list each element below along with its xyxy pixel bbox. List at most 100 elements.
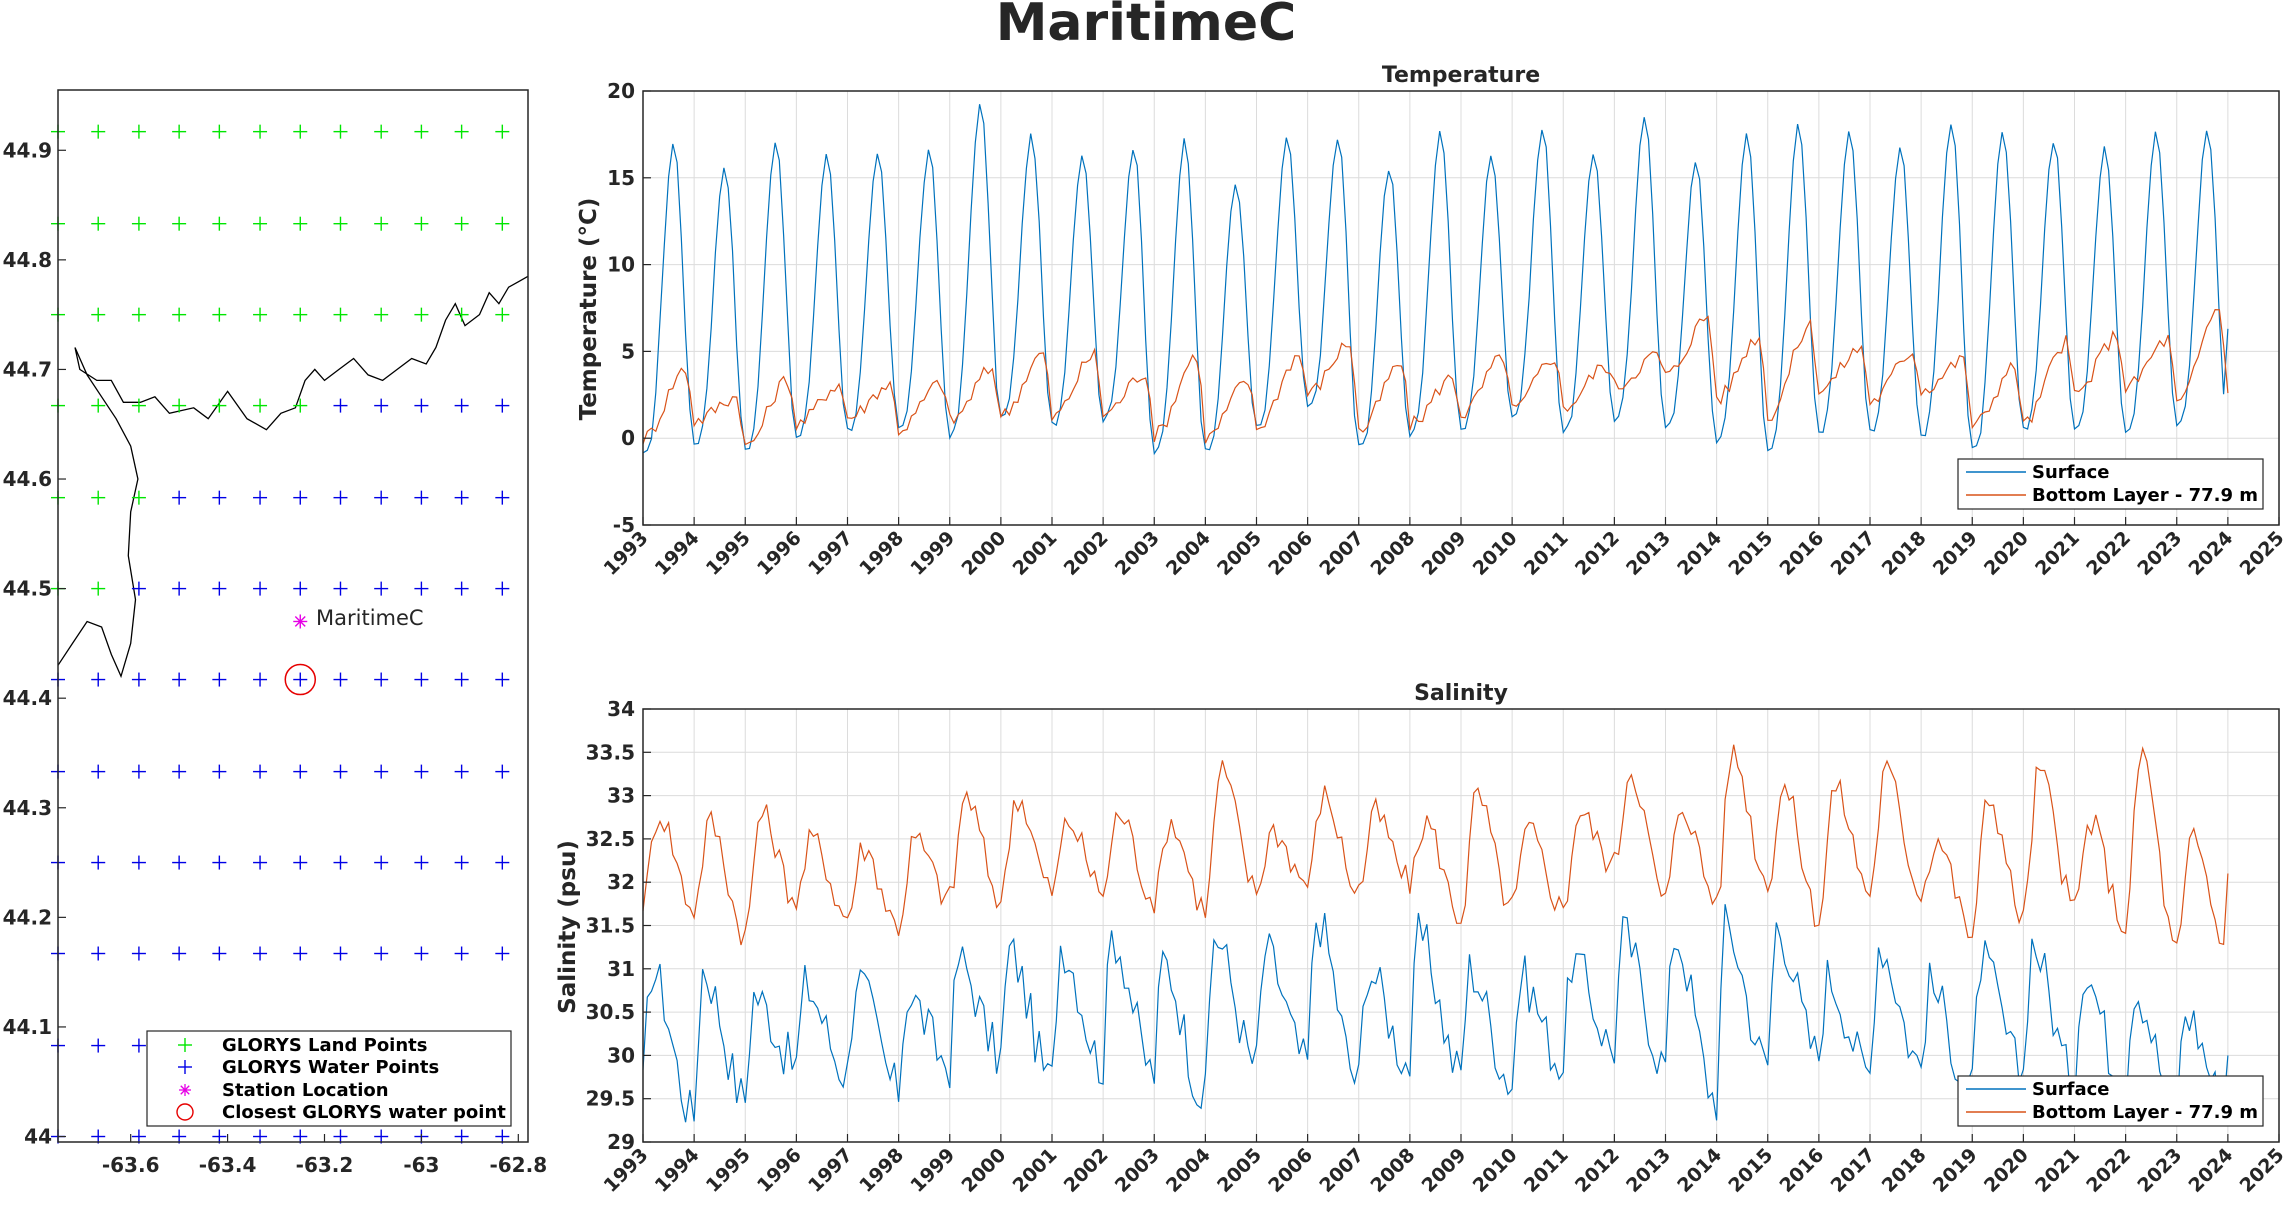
land-point-marker <box>91 398 106 413</box>
land-point-marker <box>454 216 469 231</box>
land-point-marker <box>293 216 308 231</box>
water-point-marker <box>212 946 227 961</box>
water-point-marker <box>495 855 510 870</box>
x-tick-label: 2010 <box>1469 1144 1522 1197</box>
land-point-marker <box>172 307 187 322</box>
land-point-marker <box>374 307 389 322</box>
series-line <box>642 744 2229 946</box>
land-point-marker <box>212 398 227 413</box>
x-tick-label: 1998 <box>855 527 908 580</box>
salinity-legend-surface: Surface <box>2032 1079 2110 1100</box>
water-point-marker <box>374 855 389 870</box>
x-tick-label: 2008 <box>1366 1144 1419 1197</box>
land-point-marker <box>131 124 146 139</box>
land-point-marker <box>333 124 348 139</box>
water-point-marker <box>414 398 429 413</box>
x-tick-label: 2005 <box>1213 527 1266 580</box>
x-tick-label: 2020 <box>1980 527 2033 580</box>
map-x-tick-label: -63.2 <box>296 1153 354 1177</box>
water-point-marker <box>454 946 469 961</box>
x-tick-label: 2000 <box>957 1144 1010 1197</box>
water-point-marker <box>333 581 348 596</box>
water-point-marker <box>172 581 187 596</box>
y-tick-label: 32 <box>607 870 635 894</box>
x-tick-label: 2004 <box>1162 1144 1215 1197</box>
water-point-marker <box>333 946 348 961</box>
water-point-marker <box>293 490 308 505</box>
water-point-marker <box>454 490 469 505</box>
x-tick-label: 2021 <box>2031 527 2084 580</box>
x-tick-label: 2014 <box>1673 1144 1726 1197</box>
temperature-legend-bottom: Bottom Layer - 77.9 m <box>2032 485 2258 506</box>
closest-point-circle <box>284 663 317 696</box>
x-tick-label: 2015 <box>1724 527 1777 580</box>
land-point-marker <box>91 490 106 505</box>
map-y-tick-label: 44.8 <box>3 248 52 272</box>
salinity-series <box>642 744 2229 1123</box>
map-y-tick-label: 44.4 <box>3 686 52 710</box>
y-tick-label: 29.5 <box>586 1087 635 1111</box>
map-legend-land: GLORYS Land Points <box>222 1035 428 1056</box>
land-point-marker <box>333 216 348 231</box>
land-point-marker <box>293 124 308 139</box>
x-tick-label: 2020 <box>1980 1144 2033 1197</box>
water-point-marker <box>131 672 146 687</box>
water-point-marker <box>172 490 187 505</box>
land-point-marker <box>172 124 187 139</box>
water-point-marker <box>172 1129 187 1144</box>
water-point-marker <box>374 946 389 961</box>
water-point-marker <box>212 764 227 779</box>
x-tick-label: 2017 <box>1827 527 1880 580</box>
x-tick-label: 1999 <box>906 527 959 580</box>
water-point-marker <box>91 672 106 687</box>
water-point-marker <box>333 764 348 779</box>
water-point-marker <box>253 672 268 687</box>
land-point-marker <box>91 216 106 231</box>
land-point-marker <box>253 307 268 322</box>
water-point-icon <box>178 1060 192 1074</box>
water-point-marker <box>495 672 510 687</box>
y-tick-label: 15 <box>607 166 635 190</box>
water-point-marker <box>374 398 389 413</box>
y-tick-label: 32.5 <box>586 827 635 851</box>
y-tick-label: 33.5 <box>586 740 635 764</box>
water-point-marker <box>414 764 429 779</box>
water-point-marker <box>91 946 106 961</box>
water-point-marker <box>253 946 268 961</box>
land-point-marker <box>172 398 187 413</box>
land-point-marker <box>454 307 469 322</box>
land-point-marker <box>414 307 429 322</box>
water-point-marker <box>91 1129 106 1144</box>
salinity-legend-bottom: Bottom Layer - 77.9 m <box>2032 1102 2258 1123</box>
land-point-marker <box>91 124 106 139</box>
water-point-marker <box>293 855 308 870</box>
water-point-marker <box>414 581 429 596</box>
station-star-icon <box>179 1084 191 1096</box>
map-x-tick-label: -62.8 <box>489 1153 547 1177</box>
x-tick-label: 2024 <box>2184 1144 2237 1197</box>
land-point-marker <box>374 216 389 231</box>
water-point-marker <box>454 1129 469 1144</box>
water-point-marker <box>253 1129 268 1144</box>
water-point-marker <box>374 490 389 505</box>
temperature-y-ticks: -5 0 5 10 15 20 <box>607 79 651 537</box>
water-point-marker <box>131 581 146 596</box>
x-tick-label: 1997 <box>804 1144 857 1197</box>
x-tick-label: 2009 <box>1418 1144 1471 1197</box>
x-tick-label: 2013 <box>1622 1144 1675 1197</box>
water-point-marker <box>253 581 268 596</box>
water-point-marker <box>131 1038 146 1053</box>
x-tick-label: 2016 <box>1775 1144 1828 1197</box>
x-tick-label: 2003 <box>1111 1144 1164 1197</box>
water-point-marker <box>333 855 348 870</box>
water-point-marker <box>414 946 429 961</box>
water-point-marker <box>495 764 510 779</box>
x-tick-label: 2018 <box>1878 527 1931 580</box>
map-y-tick-label: 44.1 <box>3 1015 52 1039</box>
water-point-marker <box>454 672 469 687</box>
water-point-marker <box>91 855 106 870</box>
water-point-marker <box>212 1129 227 1144</box>
water-point-marker <box>333 490 348 505</box>
x-tick-label: 2016 <box>1775 527 1828 580</box>
x-tick-label: 1998 <box>855 1144 908 1197</box>
